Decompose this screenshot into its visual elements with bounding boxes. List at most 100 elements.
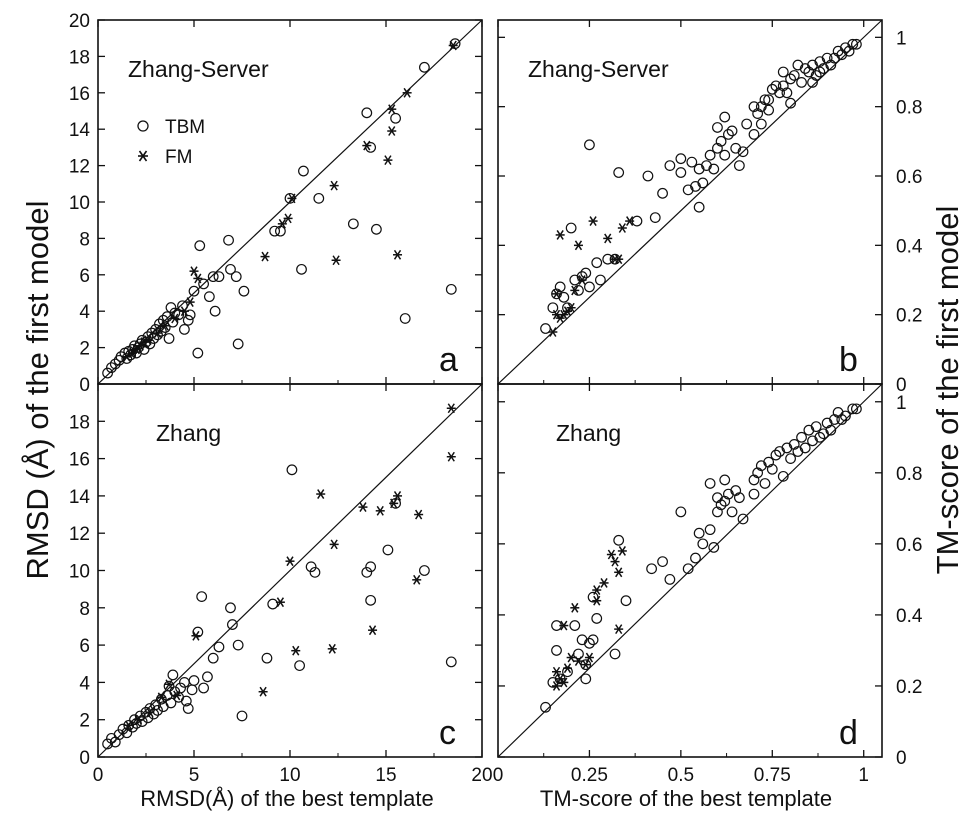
fm-stroke xyxy=(447,403,455,414)
fm-point-a-10 xyxy=(185,297,195,308)
fm-point-d-17 xyxy=(614,567,624,578)
fm-point-d-9 xyxy=(581,659,591,670)
tbm-point-b-57 xyxy=(777,66,789,78)
fm-point-d-14 xyxy=(606,549,616,560)
tbm-point-a-2 xyxy=(109,358,121,370)
tbm-point-a-45 xyxy=(223,234,234,246)
fm-stroke xyxy=(560,620,568,631)
tbm-point-c-47 xyxy=(309,566,321,578)
legend: TBM FM xyxy=(137,117,205,168)
fm-stroke xyxy=(585,652,594,663)
tbm-point-b-61 xyxy=(788,70,800,81)
fm-stroke xyxy=(194,273,202,284)
panel-title-d: Zhang xyxy=(556,420,621,446)
fm-stroke xyxy=(571,285,579,296)
y-tick-label-c-8: 16 xyxy=(69,450,90,471)
legend-tbm-marker xyxy=(137,120,149,132)
y-tick-label-c-1: 2 xyxy=(79,711,90,732)
tbm-point-a-26 xyxy=(159,322,171,333)
fm-stroke xyxy=(359,502,367,513)
fm-stroke xyxy=(288,193,296,204)
tbm-point-a-39 xyxy=(194,240,206,252)
tbm-point-c-44 xyxy=(286,464,298,476)
tbm-point-b-39 xyxy=(723,128,734,140)
y-tick-label-d-0: 0 xyxy=(896,748,907,769)
tbm-point-d-13 xyxy=(587,634,599,646)
fm-point-a-5 xyxy=(143,335,153,346)
tbm-point-d-4 xyxy=(554,673,566,685)
y-tick-label-a-6: 12 xyxy=(69,157,90,178)
fm-stroke xyxy=(574,240,583,251)
tbm-point-b-69 xyxy=(814,66,826,78)
fm-point-a-16 xyxy=(287,193,297,204)
panel-letter-c: c xyxy=(439,714,456,752)
y-tick-label-a-7: 14 xyxy=(69,120,91,141)
fm-stroke xyxy=(615,254,623,265)
fm-point-d-12 xyxy=(592,595,602,606)
tbm-point-d-67 xyxy=(851,403,862,415)
fm-point-b-11 xyxy=(588,216,598,226)
fm-point-c-3 xyxy=(156,692,166,703)
fm-stroke xyxy=(567,302,575,313)
tbm-point-b-23 xyxy=(675,153,687,165)
fm-stroke xyxy=(157,692,165,703)
tbm-point-c-43 xyxy=(267,598,279,610)
tbm-point-d-35 xyxy=(726,506,738,518)
tbm-point-d-21 xyxy=(675,506,687,518)
fm-stroke xyxy=(552,681,561,691)
fm-stroke xyxy=(403,87,411,98)
fm-stroke xyxy=(607,549,615,560)
tbm-point-b-37 xyxy=(719,111,731,123)
fm-point-a-23 xyxy=(393,249,403,260)
fm-point-d-5 xyxy=(562,663,572,674)
panel-title-b: Zhang-Server xyxy=(528,56,669,82)
tbm-point-d-25 xyxy=(697,538,709,550)
tbm-point-c-54 xyxy=(445,656,457,668)
tbm-point-b-3 xyxy=(554,281,566,293)
tbm-point-d-57 xyxy=(810,421,822,433)
fm-stroke xyxy=(388,126,396,136)
fm-stroke xyxy=(134,714,142,725)
tbm-point-b-28 xyxy=(693,201,705,213)
tbm-point-b-58 xyxy=(781,87,793,99)
fm-stroke xyxy=(278,218,286,229)
y-tick-label-a-8: 16 xyxy=(69,84,90,105)
tbm-point-b-10 xyxy=(580,267,592,279)
x-tick-label-d-0: 0 xyxy=(493,765,504,786)
tbm-point-d-54 xyxy=(799,442,811,454)
fm-point-b-16 xyxy=(625,216,635,226)
y-tick-label-b-2: 0.4 xyxy=(896,236,923,257)
tbm-point-c-31 xyxy=(188,675,200,686)
panel-title-c: Zhang xyxy=(156,420,221,446)
tbm-point-a-47 xyxy=(230,271,242,283)
fm-stroke xyxy=(161,320,169,331)
tbm-point-a-32 xyxy=(173,309,185,321)
fm-point-d-0 xyxy=(552,681,562,691)
y-tick-label-d-1: 0.2 xyxy=(896,677,922,698)
fm-stroke xyxy=(259,686,267,697)
panel-letter-d: d xyxy=(839,714,858,752)
fm-point-c-9 xyxy=(285,556,295,567)
diagonal-line-b xyxy=(497,19,883,385)
tbm-point-c-21 xyxy=(163,680,175,692)
x-tick-label-c-3: 15 xyxy=(375,765,396,786)
tbm-point-b-26 xyxy=(686,156,698,168)
panel-letter-a: a xyxy=(439,341,458,379)
fm-stroke xyxy=(449,40,457,51)
tbm-point-b-68 xyxy=(810,70,822,81)
x-tick-label-c-4: 20 xyxy=(471,765,492,786)
fm-stroke xyxy=(618,546,626,556)
x-tick-label-c-1: 5 xyxy=(189,765,200,786)
tbm-point-b-79 xyxy=(847,38,859,50)
tbm-point-d-37 xyxy=(733,492,745,504)
fm-stroke xyxy=(330,539,338,550)
tbm-point-c-35 xyxy=(202,671,213,683)
fm-stroke xyxy=(615,624,623,635)
panel-a: 0 2 4 6 8 10 12 14 16 18 20 Zhang-Server a xyxy=(69,11,483,396)
fm-point-c-19 xyxy=(412,574,422,585)
fm-point-a-20 xyxy=(383,155,393,166)
y-tick-label-a-2: 4 xyxy=(79,302,90,323)
tbm-point-d-28 xyxy=(708,542,720,553)
legend-tbm-label: TBM xyxy=(165,117,205,138)
fm-stroke xyxy=(556,673,564,684)
